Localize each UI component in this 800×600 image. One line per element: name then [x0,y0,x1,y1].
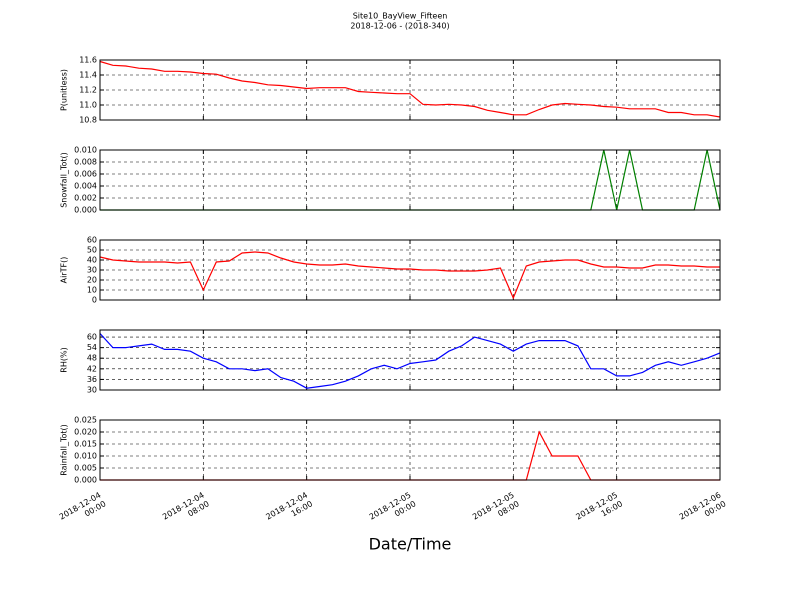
y-tick-label: 0 [92,296,97,305]
y-axis-label: Rainfall_Tot() [60,424,69,476]
x-tick-label: 2018-12-0516:00 [574,490,624,530]
y-tick-label: 60 [87,236,97,245]
y-tick-label: 11.0 [79,101,97,110]
y-axis-label: Snowfall_Tot() [60,152,69,208]
x-tick-label: 2018-12-0500:00 [367,490,417,530]
y-tick-label: 36 [87,375,97,384]
y-tick-label: 54 [87,343,97,352]
x-tick-label: 2018-12-0600:00 [677,490,727,530]
y-tick-label: 0.025 [74,416,97,425]
y-tick-label: 11.6 [79,56,97,65]
y-tick-label: 42 [87,364,97,373]
y-tick-label: 0.005 [74,464,97,473]
plot-frame [99,329,721,391]
data-line [99,60,721,118]
y-tick-label: 0.002 [74,194,97,203]
x-axis-label: Date/Time [369,535,452,554]
y-tick-label: 11.2 [79,86,97,95]
y-tick-label: 0.010 [74,452,97,461]
y-tick-label: 40 [87,256,97,265]
y-tick-label: 0.004 [74,182,97,191]
data-line [99,333,721,389]
y-tick-label: 20 [87,276,97,285]
y-tick-label: 0.000 [74,476,97,485]
y-tick-label: 10.8 [79,116,97,125]
y-tick-label: 0.015 [74,440,97,449]
x-tick-label: 2018-12-0416:00 [264,490,314,530]
y-tick-label: 30 [87,386,97,395]
chart-title: Site10_BayView_Fifteen [353,12,448,21]
chart-subtitle: 2018-12-06 - (2018-340) [350,22,449,31]
y-axis-label: RH(%) [60,347,69,372]
y-tick-label: 50 [87,246,97,255]
data-line [99,251,720,300]
plot-frame [99,59,721,121]
y-tick-label: 0.020 [74,428,97,437]
y-axis-label: AirTF() [60,257,69,284]
y-tick-label: 0.006 [74,170,97,179]
plot-frame [99,419,721,481]
y-tick-label: 10 [87,286,97,295]
plot-frame [99,239,721,301]
plot-frame [99,149,721,211]
x-tick-label: 2018-12-0400:00 [57,490,107,530]
y-tick-label: 11.4 [79,71,97,80]
y-tick-label: 60 [87,333,97,342]
y-tick-label: 30 [87,266,97,275]
y-tick-label: 0.008 [74,158,97,167]
y-tick-label: 0.010 [74,146,97,155]
y-axis-label: P(unitless) [60,69,69,111]
x-tick-label: 2018-12-0508:00 [471,490,521,530]
y-tick-label: 0.000 [74,206,97,215]
x-tick-label: 2018-12-0408:00 [161,490,211,530]
y-tick-label: 48 [87,354,97,363]
